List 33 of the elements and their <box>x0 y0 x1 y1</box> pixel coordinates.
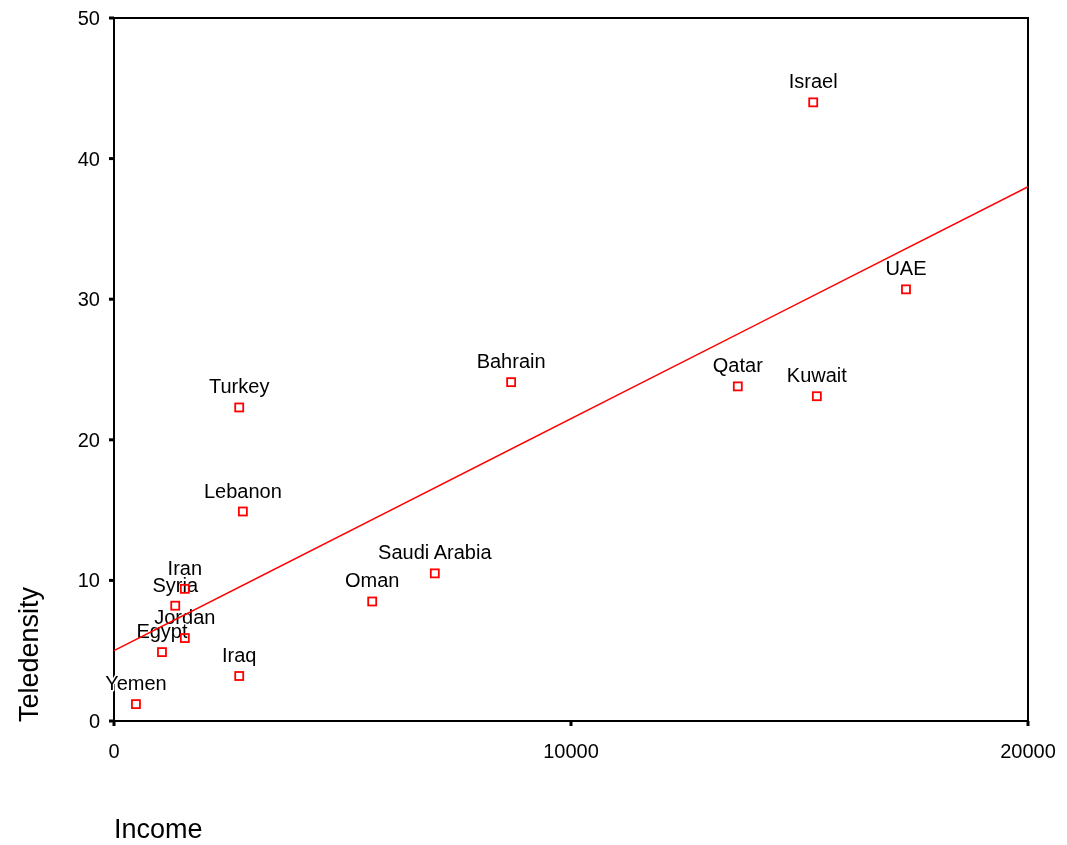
y-axis-title: Teledensity <box>14 586 44 722</box>
y-tick-label: 50 <box>77 7 100 29</box>
x-tick-label: 20000 <box>1000 740 1056 762</box>
annotation: Lebanon <box>203 479 282 502</box>
point <box>506 377 517 388</box>
point <box>429 568 440 579</box>
annotation: Qatar <box>712 354 764 377</box>
y-tick-label: 20 <box>77 428 100 451</box>
x-tick-label: 0 <box>108 740 120 762</box>
annotation: Saudi Arabia <box>378 541 493 564</box>
x-tick-label: 10000 <box>543 740 599 762</box>
y-tick-label: 0 <box>88 710 100 732</box>
point <box>732 381 743 392</box>
annotation: Israel <box>788 70 838 93</box>
point <box>234 402 245 413</box>
annotation: Oman <box>344 569 400 592</box>
annotation: Bahrain <box>476 350 546 373</box>
point <box>157 647 167 658</box>
annotation: Turkey <box>209 375 270 398</box>
point <box>234 671 245 681</box>
point <box>367 596 378 607</box>
y-tick-label: 10 <box>77 569 100 592</box>
annotation: UAE <box>885 257 927 280</box>
annotation: Iraq <box>221 644 257 667</box>
point <box>811 391 822 402</box>
point <box>901 284 911 295</box>
y-tick-label: 40 <box>77 147 100 170</box>
y-tick-label: 30 <box>77 288 100 311</box>
point <box>237 506 248 517</box>
annotation: Kuwait <box>786 364 848 387</box>
point <box>131 699 141 710</box>
point <box>808 97 819 108</box>
x-axis-title: Income <box>114 814 203 844</box>
